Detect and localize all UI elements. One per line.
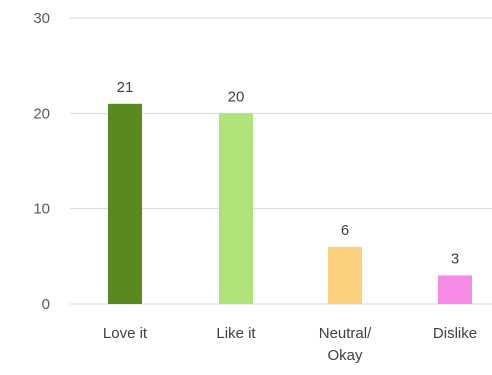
- y-tick-label: 30: [33, 10, 50, 27]
- data-label: 21: [117, 79, 134, 96]
- x-tick-label: Dislike: [433, 325, 477, 342]
- bar: [438, 275, 472, 304]
- y-tick-label: 10: [33, 201, 50, 218]
- x-tick-label: Love it: [103, 325, 148, 342]
- bar: [328, 246, 362, 304]
- x-tick-label: Neutral/: [319, 325, 372, 342]
- x-tick-label: Okay: [327, 347, 363, 364]
- bar: [219, 113, 253, 304]
- bar: [108, 103, 142, 304]
- y-tick-label: 0: [42, 296, 50, 313]
- data-label: 6: [341, 222, 349, 239]
- y-tick-label: 20: [33, 105, 50, 122]
- data-label: 20: [228, 88, 245, 105]
- data-label: 3: [451, 250, 459, 267]
- x-tick-label: Like it: [216, 325, 256, 342]
